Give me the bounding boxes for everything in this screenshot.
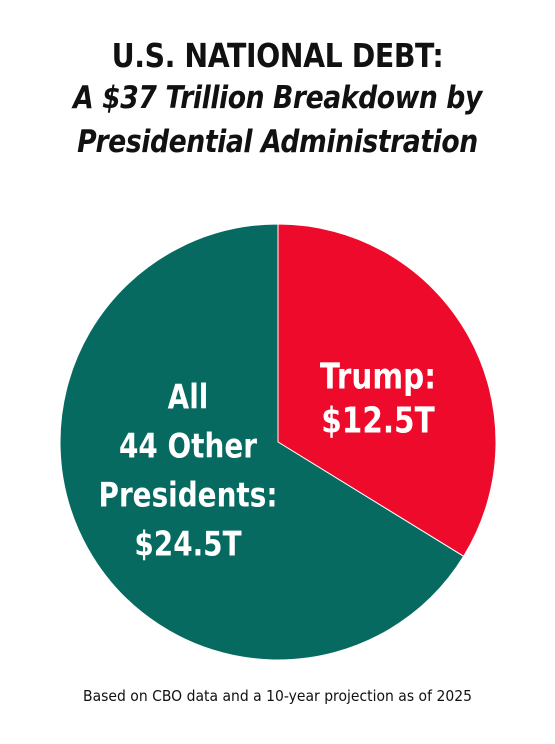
title-block: U.S. NATIONAL DEBT: A $37 Trillion Break…: [0, 36, 555, 164]
pie-slice-trump: [277, 223, 497, 557]
slice-label-other-presidents-line: All: [168, 378, 209, 417]
pie-labels: Trump: $12.5T All 44 Other Presidents: $24.5T: [99, 355, 437, 564]
slice-label-trump-line: Trump:: [320, 355, 436, 398]
pie-slice-other-presidents: [59, 223, 465, 661]
chart-subtitle-line-1: A $37 Trillion Breakdown by: [73, 80, 482, 116]
slice-label-trump-line: $12.5T: [321, 399, 435, 442]
slice-label-other-presidents-line: $24.5T: [134, 525, 242, 564]
chart-subtitle-line-2: Presidential Administration: [77, 124, 478, 160]
pie-slices: [59, 223, 497, 661]
slice-label-other-presidents-line: 44 Other: [119, 427, 258, 466]
slice-label-other-presidents: All 44 Other Presidents: $24.5T: [99, 378, 278, 564]
slice-label-trump: Trump: $12.5T: [320, 355, 436, 442]
chart-title: U.S. NATIONAL DEBT:: [111, 36, 444, 75]
source-footnote: Based on CBO data and a 10-year projecti…: [83, 687, 472, 705]
slice-label-other-presidents-line: Presidents:: [99, 476, 278, 515]
